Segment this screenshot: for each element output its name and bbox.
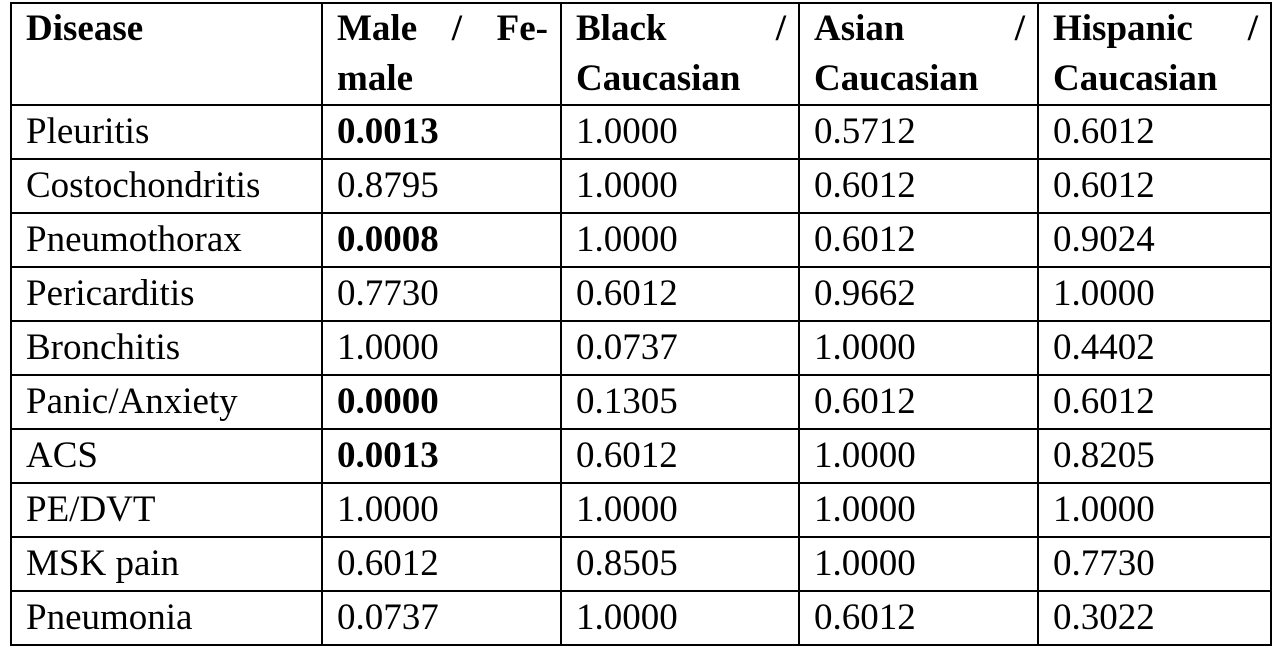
p-value-cell: 0.6012 [1037, 104, 1272, 160]
p-value-cell: 1.0000 [321, 482, 562, 538]
p-value-cell: 1.0000 [798, 428, 1039, 484]
table-row: Costochondritis 0.8795 1.0000 0.6012 0.6012 [10, 158, 1272, 214]
p-value-cell: 1.0000 [560, 590, 800, 646]
p-value-cell: 0.6012 [560, 428, 800, 484]
p-value-cell: 0.7730 [1037, 536, 1272, 592]
table-body: Pleuritis 0.0013 1.0000 0.5712 0.6012 Costoch… [10, 104, 1272, 646]
p-value-cell: 1.0000 [1037, 482, 1272, 538]
disease-cell: MSK pain [10, 536, 323, 592]
disease-cell: Pneumothorax [10, 212, 323, 268]
p-value-cell: 0.6012 [798, 590, 1039, 646]
table-row: Pneumothorax 0.0008 1.0000 0.6012 0.9024 [10, 212, 1272, 268]
disease-cell: Pericarditis [10, 266, 323, 322]
p-value-cell: 0.6012 [798, 158, 1039, 214]
p-value-cell: 1.0000 [560, 158, 800, 214]
column-header: Hispanic / Caucasian [1037, 2, 1272, 106]
p-value-cell: 1.0000 [798, 320, 1039, 376]
table-row: Pneumonia 0.0737 1.0000 0.6012 0.3022 [10, 590, 1272, 646]
p-value-cell: 0.6012 [1037, 374, 1272, 430]
column-header: Male / Fe-male [321, 2, 562, 106]
disease-cell: Panic/Anxiety [10, 374, 323, 430]
p-value-cell: 0.3022 [1037, 590, 1272, 646]
p-value-cell: 1.0000 [798, 536, 1039, 592]
p-value-cell: 0.0013 [321, 428, 562, 484]
disease-cell: ACS [10, 428, 323, 484]
table-row: Pleuritis 0.0013 1.0000 0.5712 0.6012 [10, 104, 1272, 160]
p-value-cell: 0.0008 [321, 212, 562, 268]
disease-cell: Costochondritis [10, 158, 323, 214]
p-value-cell: 0.6012 [560, 266, 800, 322]
p-value-cell: 0.6012 [798, 212, 1039, 268]
disease-cell: Bronchitis [10, 320, 323, 376]
table-row: Pericarditis 0.7730 0.6012 0.9662 1.0000 [10, 266, 1272, 322]
p-value-cell: 0.0737 [321, 590, 562, 646]
table-row: Panic/Anxiety 0.0000 0.1305 0.6012 0.6012 [10, 374, 1272, 430]
column-header: Black / Caucasian [560, 2, 800, 106]
disease-cell: PE/DVT [10, 482, 323, 538]
p-value-cell: 1.0000 [1037, 266, 1272, 322]
table-row: ACS 0.0013 0.6012 1.0000 0.8205 [10, 428, 1272, 484]
p-value-cell: 0.5712 [798, 104, 1039, 160]
disease-cell: Pneumonia [10, 590, 323, 646]
p-value-cell: 1.0000 [321, 320, 562, 376]
data-table: Disease Male / Fe-male Black / Caucasian As… [10, 2, 1272, 646]
p-value-cell: 0.0013 [321, 104, 562, 160]
table-row: PE/DVT 1.0000 1.0000 1.0000 1.0000 [10, 482, 1272, 538]
p-value-cell: 1.0000 [560, 104, 800, 160]
p-value-cell: 0.9024 [1037, 212, 1272, 268]
table-header: Disease Male / Fe-male Black / Caucasian As… [10, 2, 1272, 106]
table-row: MSK pain 0.6012 0.8505 1.0000 0.7730 [10, 536, 1272, 592]
p-value-cell: 1.0000 [798, 482, 1039, 538]
p-value-cell: 0.4402 [1037, 320, 1272, 376]
p-value-cell: 0.6012 [1037, 158, 1272, 214]
p-value-cell: 0.6012 [321, 536, 562, 592]
p-value-cell: 0.0737 [560, 320, 800, 376]
p-value-cell: 0.0000 [321, 374, 562, 430]
disease-cell: Pleuritis [10, 104, 323, 160]
p-value-cell: 0.8505 [560, 536, 800, 592]
p-value-cell: 1.0000 [560, 212, 800, 268]
p-value-cell: 0.7730 [321, 266, 562, 322]
p-value-cell: 0.9662 [798, 266, 1039, 322]
column-header: Asian / Caucasian [798, 2, 1039, 106]
p-value-cell: 1.0000 [560, 482, 800, 538]
header-row: Disease Male / Fe-male Black / Caucasian As… [10, 2, 1272, 106]
p-value-cell: 0.8205 [1037, 428, 1272, 484]
p-value-cell: 0.1305 [560, 374, 800, 430]
column-header: Disease [10, 2, 323, 106]
p-value-cell: 0.8795 [321, 158, 562, 214]
p-value-cell: 0.6012 [798, 374, 1039, 430]
table-row: Bronchitis 1.0000 0.0737 1.0000 0.4402 [10, 320, 1272, 376]
